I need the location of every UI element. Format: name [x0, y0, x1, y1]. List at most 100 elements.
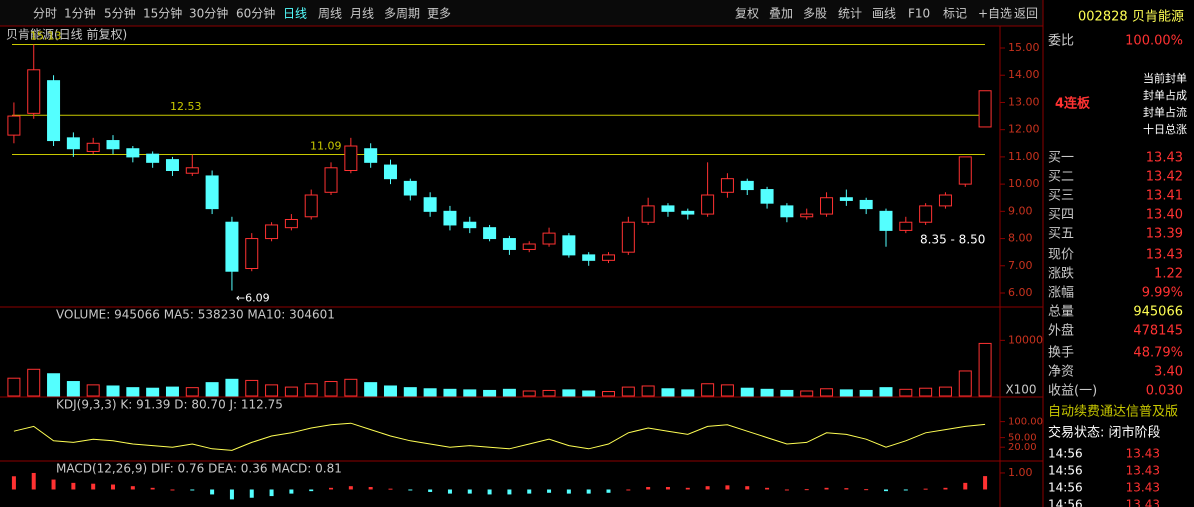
toolbar-tab[interactable]: 分时 — [33, 7, 57, 21]
y-tick-label: 15.00 — [1008, 41, 1040, 54]
candle-body — [542, 232, 556, 245]
macd-bar — [824, 487, 829, 490]
volume-bar — [165, 386, 179, 397]
volume-bar — [463, 389, 477, 397]
volume-bar — [126, 387, 140, 397]
bid-price: 13.43 — [1146, 151, 1183, 166]
toolbar-tab[interactable]: 5分钟 — [104, 6, 136, 21]
macd-bar — [170, 489, 175, 491]
volume-bar — [958, 370, 972, 397]
macd-bar — [51, 479, 56, 490]
toolbar-button[interactable]: 统计 — [838, 7, 862, 21]
volume-bar — [7, 377, 21, 397]
volume-bar — [919, 387, 933, 397]
stat-value: 13.43 — [1146, 248, 1183, 263]
stat-value: 945066 — [1133, 305, 1183, 320]
volume-bar — [265, 384, 279, 397]
volume-bar — [820, 388, 834, 397]
macd-bar — [329, 487, 334, 490]
volume-bar — [522, 390, 536, 397]
toolbar-tab[interactable]: 更多 — [427, 7, 451, 21]
volume-bar — [859, 389, 873, 397]
bid-price: 13.39 — [1146, 227, 1183, 242]
toolbar-button[interactable]: 多股 — [803, 7, 827, 21]
candle-body — [403, 180, 417, 196]
toolbar-button[interactable]: F10 — [908, 7, 930, 21]
toolbar-button[interactable]: 叠加 — [769, 7, 793, 21]
macd-bar — [130, 486, 135, 490]
macd-bar — [903, 489, 908, 491]
macd-bar — [983, 476, 988, 490]
candle-body — [423, 197, 437, 212]
candle-body — [879, 210, 893, 231]
toolbar-tab[interactable]: 1分钟 — [64, 6, 96, 21]
candle-body — [86, 142, 100, 152]
stat-value: 478145 — [1133, 324, 1183, 339]
toolbar-button[interactable]: +自选 — [978, 7, 1012, 21]
seal-note: 封单占成 — [1143, 88, 1187, 102]
stat-label: 涨跌 — [1048, 266, 1074, 282]
y-tick-label: 7.00 — [1008, 259, 1033, 272]
candle-body — [502, 238, 516, 250]
candle-body — [284, 219, 298, 229]
y-tick-label: 10.00 — [1008, 177, 1040, 190]
stat-value: 1.22 — [1154, 267, 1183, 282]
volume-bar — [800, 390, 814, 397]
volume-bar — [879, 387, 893, 397]
toolbar-tab[interactable]: 日线 — [283, 7, 307, 21]
toolbar-tab[interactable]: 30分钟 — [189, 6, 228, 21]
candle-body — [443, 210, 457, 226]
candle-body — [522, 243, 536, 250]
trade-status: 交易状态: 闭市阶段 — [1048, 425, 1161, 441]
stat-label: 净资 — [1048, 365, 1074, 380]
toolbar-tab[interactable]: 60分钟 — [236, 6, 275, 21]
stat-label: 涨幅 — [1048, 286, 1074, 301]
candle-body — [800, 213, 814, 218]
y-tick-label: 1.00 — [1008, 466, 1033, 479]
toolbar-tab[interactable]: 多周期 — [384, 7, 420, 21]
tick-time: 14:56 — [1048, 464, 1083, 478]
macd-bar — [705, 486, 710, 490]
toolbar-button[interactable]: 标记 — [943, 7, 967, 21]
y-tick-label: 50.00 — [1008, 433, 1037, 444]
volume-bar — [839, 389, 853, 397]
y-tick-label: 13.00 — [1008, 95, 1040, 108]
stat-label: 收益(一) — [1048, 384, 1097, 399]
stat-label: 总量 — [1048, 305, 1074, 320]
volume-bar — [245, 379, 259, 397]
bid-price: 13.41 — [1146, 189, 1183, 204]
volume-bar — [364, 382, 378, 397]
candle-body — [483, 227, 497, 240]
candle-body — [859, 199, 873, 210]
macd-bar — [527, 489, 532, 494]
bid-price: 13.42 — [1146, 170, 1183, 185]
macd-bar — [269, 489, 274, 497]
y-tick-label: 8.00 — [1008, 232, 1033, 245]
toolbar-button[interactable]: 返回 — [1014, 7, 1038, 21]
macd-bar — [923, 488, 928, 490]
tick-price: 13.43 — [1126, 498, 1160, 507]
toolbar-tab[interactable]: 周线 — [318, 7, 342, 21]
volume-bar — [760, 388, 774, 397]
candle-body — [7, 115, 21, 136]
toolbar-button[interactable]: 复权 — [735, 7, 759, 21]
macd-bar — [665, 487, 670, 490]
volume-bar — [383, 385, 397, 397]
macd-bar — [646, 487, 651, 490]
chart-title: 贝肯能源(日线 前复权) — [6, 27, 127, 42]
macd-bar — [765, 487, 770, 490]
tick-price: 13.43 — [1126, 481, 1160, 495]
volume-bar — [661, 388, 675, 397]
volume-bar — [423, 388, 437, 397]
toolbar-button[interactable]: 画线 — [872, 7, 896, 21]
volume-bar — [185, 387, 199, 397]
candle-body — [205, 175, 219, 210]
macd-bar — [467, 489, 472, 494]
y-tick-label: 100.00 — [1008, 417, 1043, 428]
toolbar-tab[interactable]: 15分钟 — [143, 6, 182, 21]
candle-body — [146, 153, 160, 163]
candle-body — [641, 205, 655, 223]
volume-bar — [720, 384, 734, 397]
toolbar-tab[interactable]: 月线 — [350, 7, 374, 21]
